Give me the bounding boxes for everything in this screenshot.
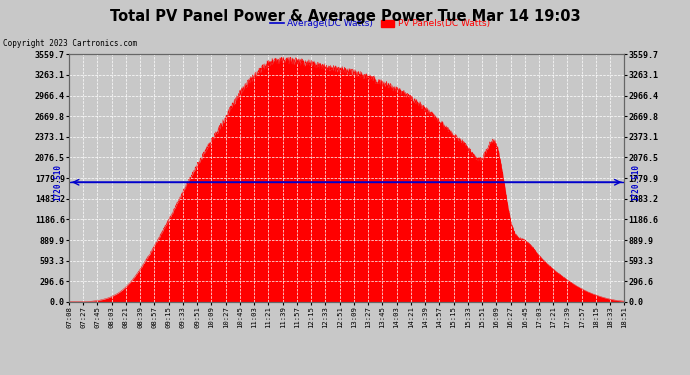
Text: Copyright 2023 Cartronics.com: Copyright 2023 Cartronics.com [3,39,137,48]
Text: 1720.510: 1720.510 [53,164,62,201]
Text: Total PV Panel Power & Average Power Tue Mar 14 19:03: Total PV Panel Power & Average Power Tue… [110,9,580,24]
Legend: Average(DC Watts), PV Panels(DC Watts): Average(DC Watts), PV Panels(DC Watts) [266,16,493,32]
Text: 1720.510: 1720.510 [631,164,640,201]
